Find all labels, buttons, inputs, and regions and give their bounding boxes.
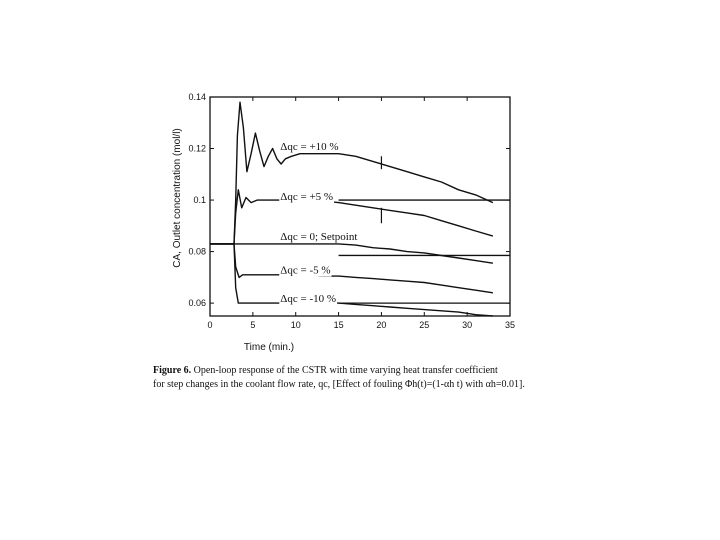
y-axis-ticks: 0.14 0.12 0.1 0.08 0.06 xyxy=(188,92,510,308)
y-tick-label: 0.1 xyxy=(193,195,206,205)
series-annotations: Δqc = +10 % Δqc = +5 % Δqc = 0; Setpoint Δq… xyxy=(279,140,359,305)
annotation-backing xyxy=(279,140,340,153)
figure-label: Figure 6. xyxy=(153,365,192,376)
series-annotation: Δqc = +5 % xyxy=(280,191,333,203)
plot-area xyxy=(209,96,511,317)
series-line-2 xyxy=(210,243,494,264)
y-tick-label: 0.14 xyxy=(188,92,206,102)
x-tick-label: 0 xyxy=(207,320,212,330)
series-line-3 xyxy=(210,243,494,294)
plot-frame xyxy=(209,96,511,317)
x-tick-label: 10 xyxy=(291,320,301,330)
series-annotation: Δqc = -5 % xyxy=(280,264,330,276)
series-line-0 xyxy=(210,101,494,245)
x-tick-label: 20 xyxy=(376,320,386,330)
reference-lines xyxy=(338,199,510,304)
x-axis-ticks: 0 5 10 15 20 25 30 35 xyxy=(207,97,515,330)
y-tick-label: 0.08 xyxy=(188,247,206,257)
series-annotation: Δqc = +10 % xyxy=(280,141,338,153)
y-tick-label: 0.12 xyxy=(188,144,206,154)
annotation-backing xyxy=(279,264,332,277)
series-annotation: Δqc = -10 % xyxy=(280,293,336,305)
annotation-backing xyxy=(279,292,338,305)
caption-line-1: Open-loop response of the CSTR with time… xyxy=(193,365,498,376)
series-line-4 xyxy=(210,243,493,317)
figure-caption: Figure 6. Open-loop response of the CSTR… xyxy=(153,364,613,392)
y-tick-label: 0.06 xyxy=(188,298,206,308)
x-tick-label: 35 xyxy=(505,320,515,330)
series-annotation: Δqc = 0; Setpoint xyxy=(280,231,357,243)
x-axis-title: Time (min.) xyxy=(244,342,294,353)
x-tick-label: 15 xyxy=(334,320,344,330)
y-axis-title: CA, Outlet concentration (mol/l) xyxy=(172,128,183,268)
x-tick-label: 5 xyxy=(250,320,255,330)
series-lines xyxy=(210,101,494,317)
x-tick-label: 30 xyxy=(462,320,472,330)
annotation-backing xyxy=(279,230,359,243)
annotation-backing xyxy=(279,191,335,204)
x-tick-label: 25 xyxy=(419,320,429,330)
caption-line-2: for step changes in the coolant flow rat… xyxy=(153,379,525,390)
